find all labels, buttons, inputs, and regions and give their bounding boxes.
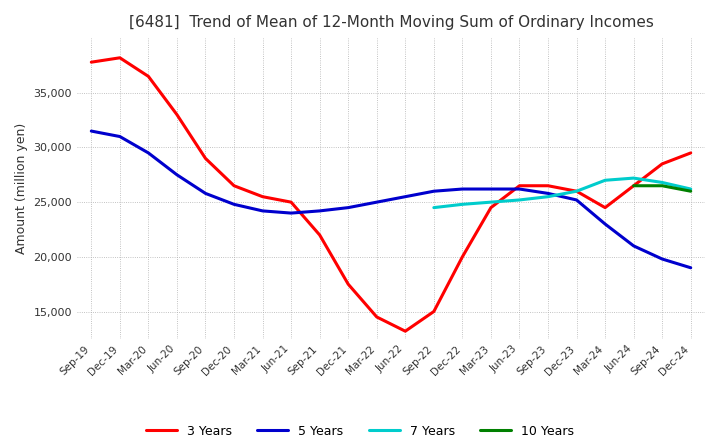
3 Years [487, 205, 495, 210]
7 Years [544, 194, 552, 199]
Legend: 3 Years, 5 Years, 7 Years, 10 Years: 3 Years, 5 Years, 7 Years, 10 Years [141, 420, 579, 440]
Line: 3 Years: 3 Years [91, 58, 690, 331]
5 Years [115, 134, 124, 139]
10 Years [629, 183, 638, 188]
5 Years [372, 199, 381, 205]
10 Years [658, 183, 667, 188]
7 Years [686, 187, 695, 192]
3 Years [230, 183, 238, 188]
3 Years [115, 55, 124, 60]
5 Years [258, 208, 267, 213]
3 Years [315, 232, 324, 238]
3 Years [287, 199, 295, 205]
Y-axis label: Amount (million yen): Amount (million yen) [15, 123, 28, 254]
5 Years [629, 243, 638, 249]
7 Years [572, 189, 581, 194]
Line: 7 Years: 7 Years [434, 178, 690, 208]
5 Years [515, 187, 523, 192]
7 Years [458, 202, 467, 207]
5 Years [572, 197, 581, 202]
Title: [6481]  Trend of Mean of 12-Month Moving Sum of Ordinary Incomes: [6481] Trend of Mean of 12-Month Moving … [129, 15, 654, 30]
5 Years [287, 210, 295, 216]
3 Years [201, 156, 210, 161]
3 Years [458, 254, 467, 260]
7 Years [600, 178, 609, 183]
3 Years [173, 112, 181, 117]
7 Years [430, 205, 438, 210]
3 Years [344, 282, 353, 287]
7 Years [658, 180, 667, 185]
3 Years [544, 183, 552, 188]
3 Years [430, 309, 438, 314]
5 Years [201, 191, 210, 196]
Line: 5 Years: 5 Years [91, 131, 690, 268]
5 Years [230, 202, 238, 207]
5 Years [686, 265, 695, 271]
5 Years [344, 205, 353, 210]
3 Years [144, 74, 153, 79]
3 Years [401, 329, 410, 334]
5 Years [658, 257, 667, 262]
5 Years [430, 189, 438, 194]
5 Years [600, 221, 609, 227]
3 Years [686, 150, 695, 156]
5 Years [144, 150, 153, 156]
7 Years [487, 199, 495, 205]
3 Years [515, 183, 523, 188]
3 Years [600, 205, 609, 210]
3 Years [87, 59, 96, 65]
5 Years [315, 208, 324, 213]
5 Years [487, 187, 495, 192]
5 Years [458, 187, 467, 192]
3 Years [372, 314, 381, 319]
5 Years [544, 191, 552, 196]
3 Years [658, 161, 667, 166]
3 Years [629, 183, 638, 188]
5 Years [87, 128, 96, 134]
5 Years [401, 194, 410, 199]
5 Years [173, 172, 181, 177]
7 Years [515, 197, 523, 202]
10 Years [686, 189, 695, 194]
3 Years [572, 189, 581, 194]
3 Years [258, 194, 267, 199]
7 Years [629, 176, 638, 181]
Line: 10 Years: 10 Years [634, 186, 690, 191]
